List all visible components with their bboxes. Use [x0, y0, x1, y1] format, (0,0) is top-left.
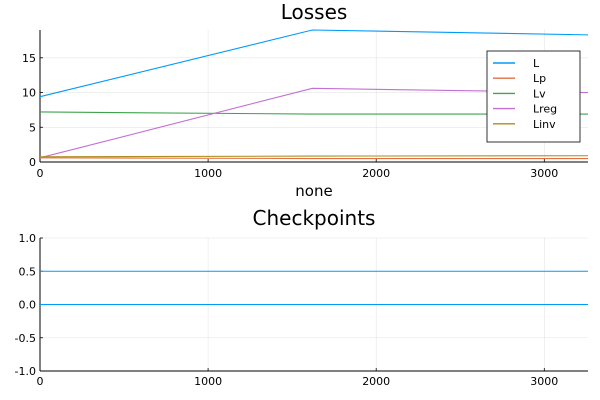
legend-label: Lreg	[533, 103, 557, 116]
legend-label: Lv	[533, 87, 546, 100]
chart-title: Checkpoints	[253, 206, 376, 230]
y-tick-label: 5	[29, 121, 36, 134]
x-tick-label: 0	[37, 167, 44, 180]
x-tick-label: 0	[37, 375, 44, 388]
y-tick-label: 1.0	[19, 232, 37, 245]
y-tick-label: 0.5	[19, 265, 37, 278]
x-tick-label: 3000	[530, 375, 558, 388]
legend-label: L	[533, 57, 540, 70]
x-tick-label: 2000	[362, 375, 390, 388]
series-line-lp	[39, 157, 588, 160]
y-tick-label: 0	[29, 156, 36, 169]
x-tick-label: 1000	[194, 375, 222, 388]
chart-title: Losses	[281, 0, 348, 24]
x-tick-label: 1000	[194, 167, 222, 180]
y-tick-label: 0.0	[19, 299, 37, 312]
plot-panel-1: 0 1000 2000 3000 0 5 10 15 Losses none L Lp Lv Lreg Li…	[22, 0, 589, 200]
y-tick-label: 10	[22, 87, 36, 100]
plot-panel-2: 0 1000 2000 3000 -1.0 -0.5 0.0 0.5 1.0 Checkpoint…	[15, 206, 588, 388]
series-line-linv	[39, 155, 589, 158]
x-tick-label: 2000	[362, 167, 390, 180]
y-tick-label: -0.5	[15, 332, 36, 345]
legend-label: Lp	[533, 72, 546, 85]
legend-box	[486, 50, 581, 143]
y-tick-label: -1.0	[15, 365, 36, 378]
y-tick-label: 15	[22, 52, 36, 65]
legend-label: Linv	[533, 118, 556, 131]
series-line-l	[39, 29, 589, 98]
x-axis-label: none	[295, 182, 332, 200]
x-tick-label: 3000	[530, 167, 558, 180]
legend: L Lp Lv Lreg Linv	[486, 50, 581, 143]
